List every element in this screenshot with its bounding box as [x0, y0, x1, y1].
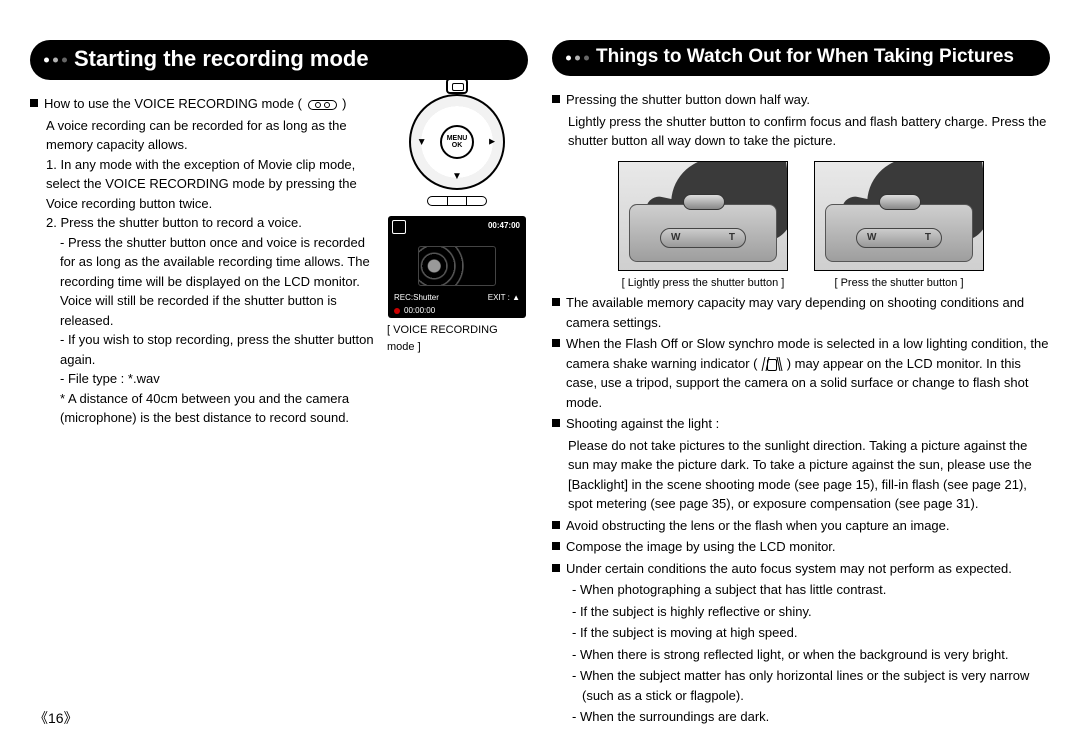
lcd-rec-dot-icon	[394, 308, 400, 314]
bullet-icon	[552, 95, 560, 103]
step-2d: * A distance of 40cm between you and the…	[30, 389, 376, 428]
intro-label-after: )	[342, 96, 346, 111]
zoom-w-label: W	[671, 230, 680, 245]
intro-label: How to use the VOICE RECORDING mode (	[44, 96, 302, 111]
r-c1: - When photographing a subject that has …	[552, 580, 1050, 600]
step-2b: - If you wish to stop recording, press t…	[30, 330, 376, 369]
lcd-mic-graphic	[418, 246, 496, 286]
dial-ok-label: OK	[452, 142, 463, 149]
lcd-exit-label: EXIT : ▲	[488, 292, 520, 304]
r-b6: Compose the image by using the LCD monit…	[566, 537, 836, 557]
lcd-figure: 00:47:00 REC:Shutter EXIT : ▲ 00:00:00	[387, 216, 527, 355]
pill-dots	[44, 58, 67, 63]
bullet-icon	[552, 298, 560, 306]
dial-menu-label: MENU	[447, 135, 468, 142]
camera-dial-figure: MENU OK ◄ ► ▼	[402, 94, 512, 206]
step-2c: - File type : *.wav	[30, 369, 376, 389]
heading-left: Starting the recording mode	[30, 40, 528, 80]
r-c3: - If the subject is moving at high speed…	[552, 623, 1050, 643]
zoom-t-label: T	[925, 230, 931, 245]
page-number: 《16》	[34, 708, 78, 728]
intro-line: How to use the VOICE RECORDING mode ( )	[44, 94, 347, 114]
heading-right-text: Things to Watch Out for When Taking Pict…	[596, 46, 1014, 67]
fig1-caption: [ Lightly press the shutter button ]	[622, 275, 785, 292]
zoom-w-label: W	[867, 230, 876, 245]
r-c2: - If the subject is highly reflective or…	[552, 602, 1050, 622]
r-b7: Under certain conditions the auto focus …	[566, 559, 1012, 579]
lcd-counter: 00:00:00	[404, 305, 435, 317]
voice-recording-icon	[308, 100, 337, 110]
step-2a: - Press the shutter button once and voic…	[30, 233, 376, 331]
r-b4: Shooting against the light :	[566, 414, 719, 434]
r-b5: Avoid obstructing the lens or the flash …	[566, 516, 950, 536]
r-b1-text: Lightly press the shutter button to conf…	[552, 112, 1050, 151]
r-c5: - When the subject matter has only horiz…	[552, 666, 1050, 705]
dial-bottom-icon: ▼	[452, 169, 462, 184]
bullet-icon	[552, 419, 560, 427]
pill-dots	[566, 56, 589, 61]
dial-left-icon: ◄	[414, 137, 429, 147]
step-1: 1. In any mode with the exception of Mov…	[30, 155, 376, 214]
r-b2: The available memory capacity may vary d…	[566, 293, 1050, 332]
bullet-icon	[552, 542, 560, 550]
r-c6: - When the surroundings are dark.	[552, 707, 1050, 727]
figure-half-press: W T [ Lightly press the shutter button ]	[618, 161, 788, 292]
step-2: 2. Press the shutter button to record a …	[30, 213, 376, 233]
dial-bar	[427, 196, 487, 206]
heading-left-text: Starting the recording mode	[74, 46, 369, 71]
camera-shake-icon	[763, 357, 781, 371]
intro-text: A voice recording can be recorded for as…	[30, 116, 376, 155]
dial-right-icon: ►	[487, 135, 497, 150]
dial-center: MENU OK	[440, 125, 474, 159]
bullet-icon	[552, 339, 560, 347]
lcd-caption: [ VOICE RECORDING mode ]	[387, 322, 527, 355]
fig2-caption: [ Press the shutter button ]	[834, 275, 963, 292]
bullet-icon	[552, 564, 560, 572]
heading-right: Things to Watch Out for When Taking Pict…	[552, 40, 1050, 76]
lcd-mode-icon	[392, 220, 406, 234]
zoom-t-label: T	[729, 230, 735, 245]
r-b3: When the Flash Off or Slow synchro mode …	[566, 334, 1050, 412]
lcd-time: 00:47:00	[488, 220, 520, 232]
r-c4: - When there is strong reflected light, …	[552, 645, 1050, 665]
bullet-icon	[552, 521, 560, 529]
lcd-rec-label: REC:Shutter	[394, 292, 439, 304]
r-b4-text: Please do not take pictures to the sunli…	[552, 436, 1050, 514]
figure-full-press: W T [ Press the shutter button ]	[814, 161, 984, 292]
dial-top-icon	[446, 78, 468, 94]
bullet-icon	[30, 99, 38, 107]
r-b1: Pressing the shutter button down half wa…	[566, 90, 810, 110]
